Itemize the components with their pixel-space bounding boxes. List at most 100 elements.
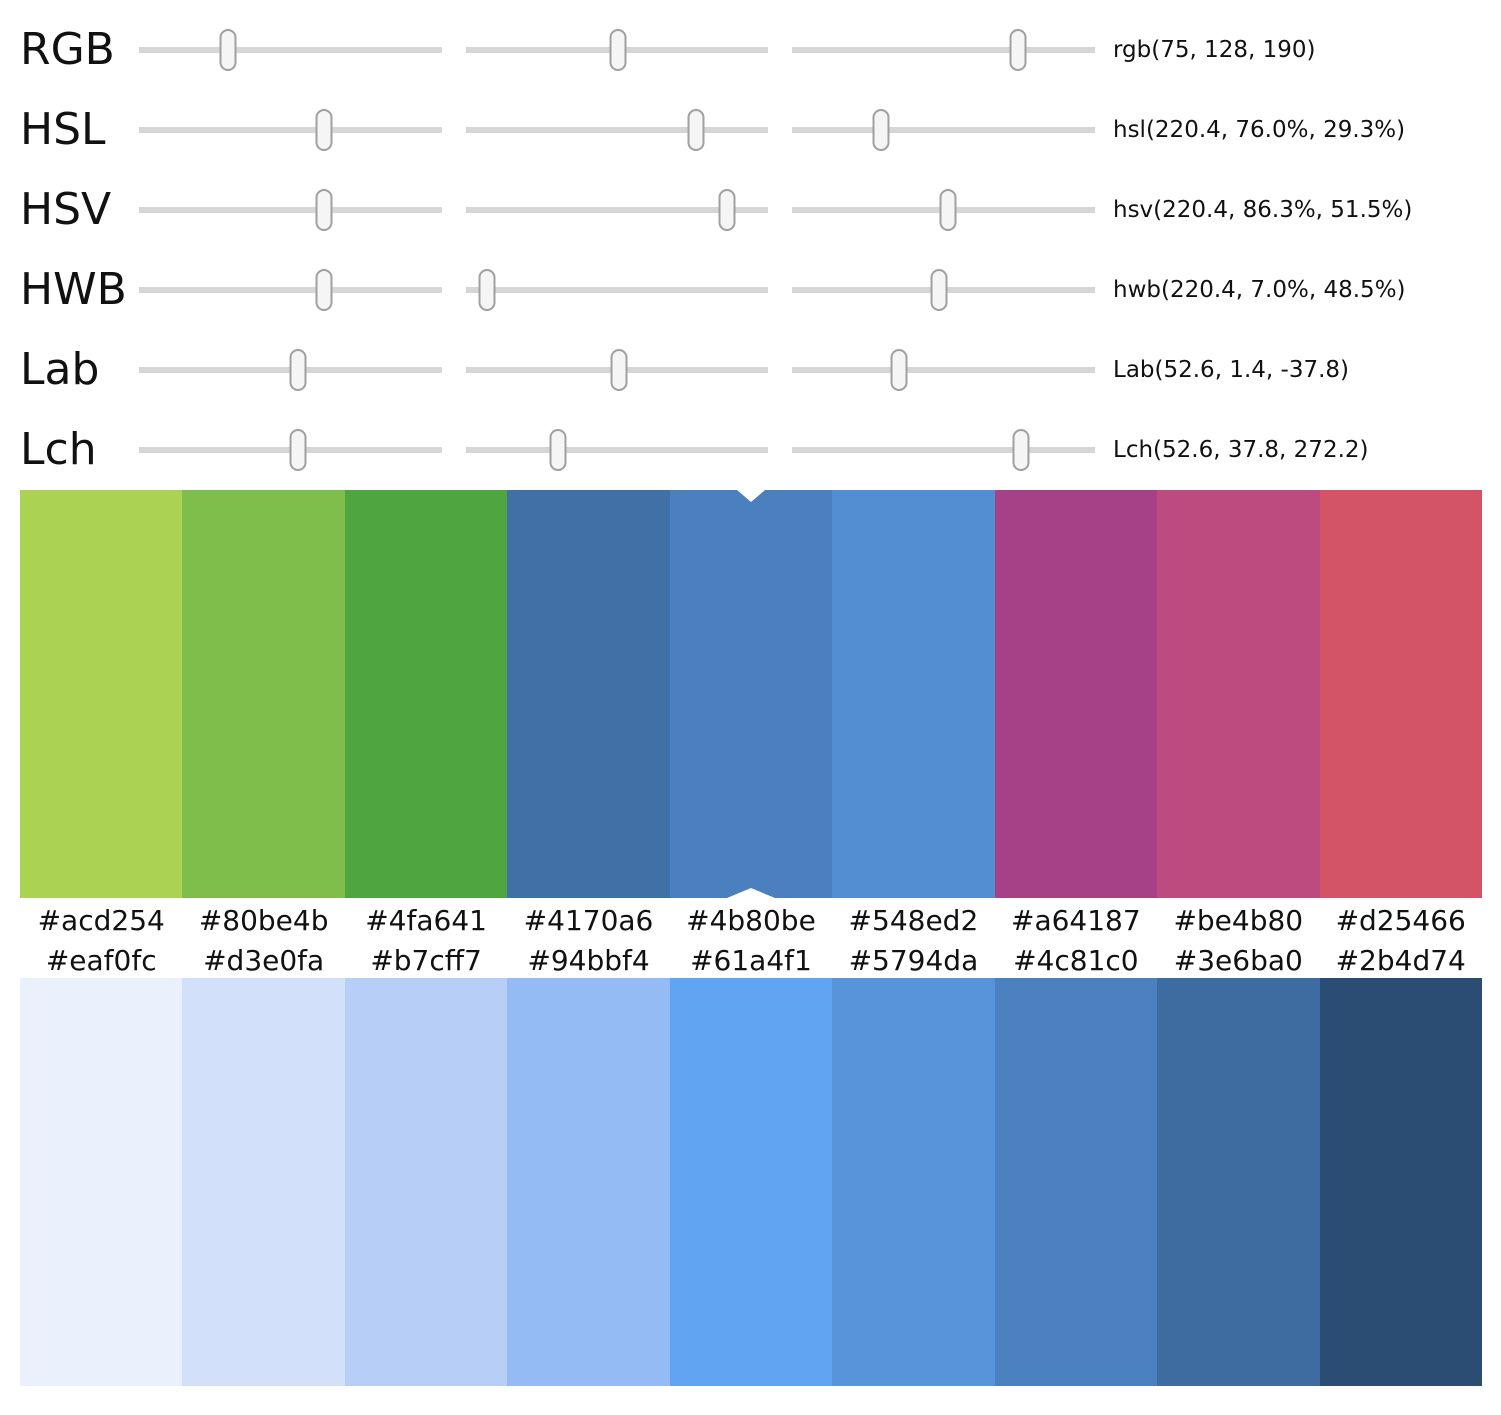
palette-bottom-swatch-0[interactable] xyxy=(20,978,183,1386)
hex-label: #4170a6 xyxy=(523,903,654,937)
palette-top xyxy=(20,490,1482,898)
hex-label: #a64187 xyxy=(1010,903,1141,937)
palette-bottom-swatch-6[interactable] xyxy=(994,978,1158,1386)
slider-value-lch: Lch(52.6, 37.8, 272.2) xyxy=(1113,437,1369,463)
palette-bottom-swatch-2[interactable] xyxy=(344,978,508,1386)
palette-bottom-swatch-5[interactable] xyxy=(832,978,995,1386)
slider-hwb-h[interactable] xyxy=(139,269,442,311)
slider-lab-a[interactable] xyxy=(465,349,769,391)
palette-bottom-swatch-3[interactable] xyxy=(507,978,670,1386)
hex-label: #d25466 xyxy=(1335,903,1466,937)
slider-lab-l-thumb[interactable] xyxy=(289,349,307,391)
slider-panel: RGB rgb(75, 128, 190) HSL hsl(220.4, 76.… xyxy=(0,0,1501,490)
slider-lch-l[interactable] xyxy=(139,429,442,471)
slider-rgb-r-thumb[interactable] xyxy=(219,29,237,71)
palette-top-swatch-4-selected[interactable] xyxy=(669,490,833,898)
slider-lch-l-thumb[interactable] xyxy=(289,429,307,471)
palette-top-swatch-8[interactable] xyxy=(1319,490,1482,898)
slider-rgb-b[interactable] xyxy=(792,29,1096,71)
slider-group-hwb xyxy=(139,269,1096,311)
slider-group-hsv xyxy=(139,189,1096,231)
slider-value-hwb: hwb(220.4, 7.0%, 48.5%) xyxy=(1113,277,1406,303)
slider-hwb-h-thumb[interactable] xyxy=(315,269,333,311)
slider-lch-h[interactable] xyxy=(792,429,1096,471)
slider-lab-b[interactable] xyxy=(792,349,1096,391)
hex-label: #2b4d74 xyxy=(1335,943,1466,977)
hex-label: #61a4f1 xyxy=(690,943,812,977)
slider-hsl-h[interactable] xyxy=(139,109,442,151)
slider-group-lab xyxy=(139,349,1096,391)
slider-hsl-s[interactable] xyxy=(465,109,769,151)
slider-rgb-g[interactable] xyxy=(465,29,769,71)
slider-lab-l[interactable] xyxy=(139,349,442,391)
slider-hsv-h[interactable] xyxy=(139,189,442,231)
slider-row-rgb: RGB rgb(75, 128, 190) xyxy=(20,10,1501,90)
slider-lab-a-thumb[interactable] xyxy=(610,349,628,391)
slider-row-lch: Lch Lch(52.6, 37.8, 272.2) xyxy=(20,410,1501,490)
palette-top-swatch-6[interactable] xyxy=(994,490,1158,898)
palette-top-hex-labels: #acd254 #80be4b #4fa641 #4170a6 #4b80be … xyxy=(20,898,1482,942)
slider-row-lab: Lab Lab(52.6, 1.4, -37.8) xyxy=(20,330,1501,410)
slider-hsv-h-thumb[interactable] xyxy=(315,189,333,231)
hex-label: #3e6ba0 xyxy=(1173,943,1303,977)
palette-bottom-swatch-7[interactable] xyxy=(1157,978,1320,1386)
hex-label: #be4b80 xyxy=(1173,903,1304,937)
slider-row-label-hsl: HSL xyxy=(20,104,106,155)
palette-bottom-swatch-4[interactable] xyxy=(669,978,833,1386)
slider-hsl-l-thumb[interactable] xyxy=(872,109,890,151)
slider-lch-c[interactable] xyxy=(465,429,769,471)
slider-row-hsv: HSV hsv(220.4, 86.3%, 51.5%) xyxy=(20,170,1501,250)
palette-top-swatch-2[interactable] xyxy=(344,490,508,898)
selected-marker-bottom-icon xyxy=(726,888,775,898)
slider-hsv-s-thumb[interactable] xyxy=(718,189,736,231)
slider-row-label-rgb: RGB xyxy=(20,24,115,75)
palette-bottom xyxy=(20,978,1482,1386)
slider-hwb-b-thumb[interactable] xyxy=(930,269,948,311)
hex-label: #b7cff7 xyxy=(370,943,482,977)
hex-label: #eaf0fc xyxy=(45,943,157,977)
hex-label: #d3e0fa xyxy=(203,943,325,977)
slider-hsl-l[interactable] xyxy=(792,109,1096,151)
slider-value-lab: Lab(52.6, 1.4, -37.8) xyxy=(1113,357,1349,383)
palette-top-swatch-3[interactable] xyxy=(507,490,670,898)
slider-row-label-lab: Lab xyxy=(20,344,100,395)
slider-hwb-b[interactable] xyxy=(792,269,1096,311)
hex-label: #94bbf4 xyxy=(527,943,650,977)
hex-label: #548ed2 xyxy=(848,903,979,937)
slider-rgb-b-thumb[interactable] xyxy=(1009,29,1027,71)
slider-group-rgb xyxy=(139,29,1096,71)
slider-lch-h-thumb[interactable] xyxy=(1012,429,1030,471)
slider-hsv-s[interactable] xyxy=(465,189,769,231)
hex-label: #acd254 xyxy=(37,903,165,937)
slider-hwb-w[interactable] xyxy=(465,269,769,311)
hex-label: #4c81c0 xyxy=(1013,943,1139,977)
slider-hsv-v[interactable] xyxy=(792,189,1096,231)
slider-value-rgb: rgb(75, 128, 190) xyxy=(1113,37,1316,63)
color-picker-tool: RGB rgb(75, 128, 190) HSL hsl(220.4, 76.… xyxy=(0,0,1501,1386)
slider-hsl-h-thumb[interactable] xyxy=(315,109,333,151)
palette-bottom-swatch-1[interactable] xyxy=(182,978,345,1386)
slider-lab-b-thumb[interactable] xyxy=(890,349,908,391)
palette-top-swatch-0[interactable] xyxy=(20,490,183,898)
slider-rgb-g-thumb[interactable] xyxy=(609,29,627,71)
slider-group-hsl xyxy=(139,109,1096,151)
palette-top-swatch-7[interactable] xyxy=(1157,490,1320,898)
palette-top-swatch-5[interactable] xyxy=(832,490,995,898)
slider-row-hwb: HWB hwb(220.4, 7.0%, 48.5%) xyxy=(20,250,1501,330)
slider-hsv-v-thumb[interactable] xyxy=(939,189,957,231)
slider-row-label-hsv: HSV xyxy=(20,184,112,235)
hex-label: #4fa641 xyxy=(365,903,487,937)
slider-row-hsl: HSL hsl(220.4, 76.0%, 29.3%) xyxy=(20,90,1501,170)
hex-label: #80be4b xyxy=(198,903,329,937)
slider-rgb-r[interactable] xyxy=(139,29,442,71)
slider-value-hsv: hsv(220.4, 86.3%, 51.5%) xyxy=(1113,197,1413,223)
hex-label: #5794da xyxy=(848,943,979,977)
slider-group-lch xyxy=(139,429,1096,471)
palette-top-swatch-1[interactable] xyxy=(182,490,345,898)
palette-bottom-swatch-8[interactable] xyxy=(1319,978,1482,1386)
selected-marker-top-icon xyxy=(736,490,765,502)
slider-lch-c-thumb[interactable] xyxy=(549,429,567,471)
slider-row-label-hwb: HWB xyxy=(20,264,127,315)
slider-hwb-w-thumb[interactable] xyxy=(478,269,496,311)
slider-hsl-s-thumb[interactable] xyxy=(687,109,705,151)
